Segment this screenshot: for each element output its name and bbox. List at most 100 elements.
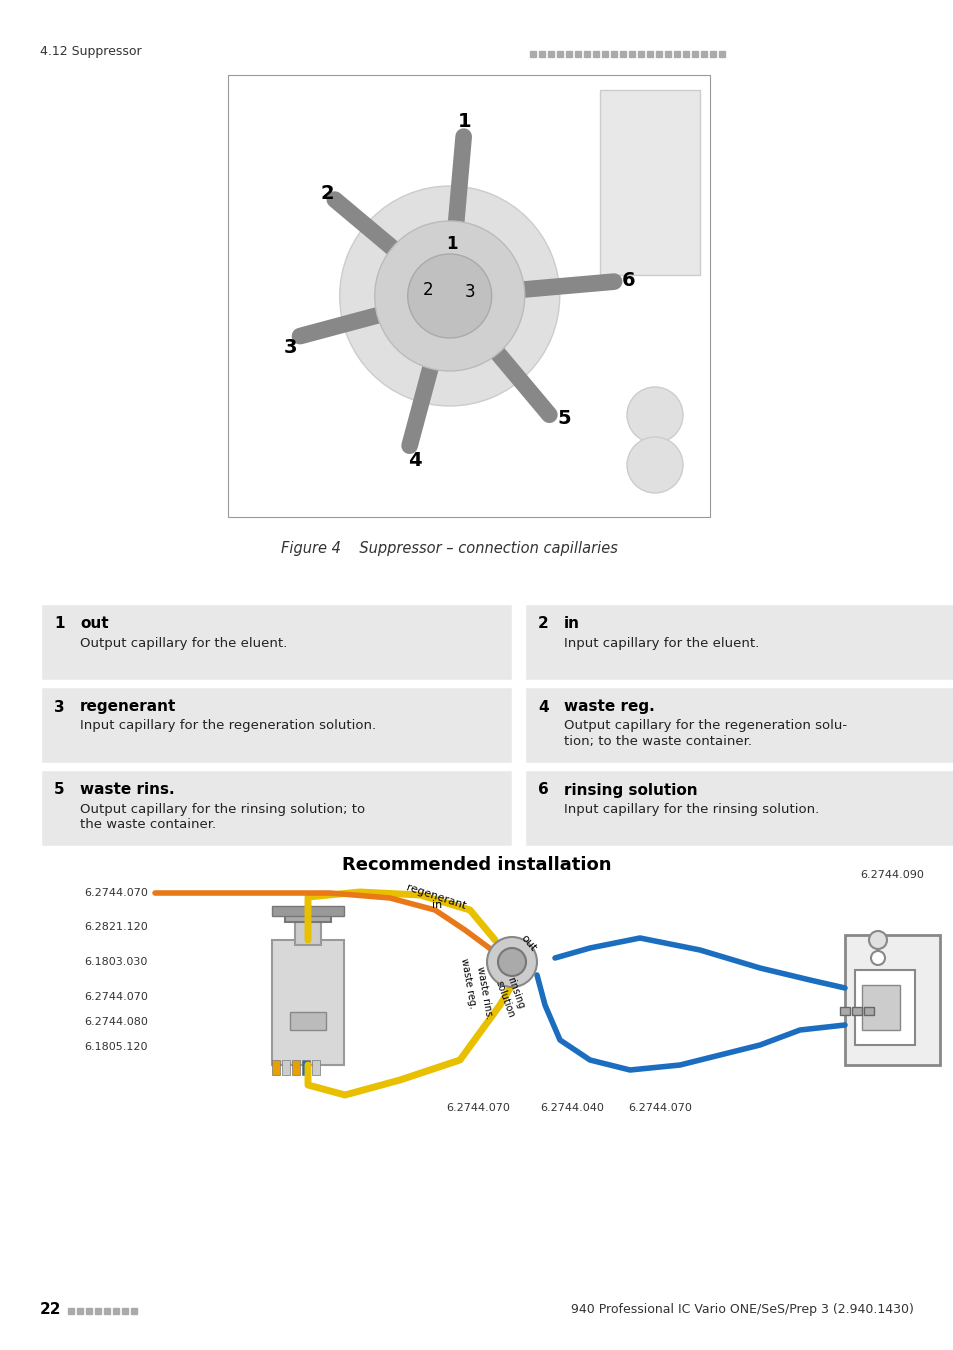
- Text: regenerant: regenerant: [80, 699, 176, 714]
- Bar: [131, 1308, 137, 1314]
- Bar: [272, 906, 344, 917]
- Text: 6.2744.070: 6.2744.070: [627, 1103, 691, 1112]
- Bar: [86, 1308, 91, 1314]
- Bar: [302, 1060, 310, 1075]
- Bar: [583, 51, 589, 57]
- Text: Output capillary for the rinsing solution; to: Output capillary for the rinsing solutio…: [80, 802, 365, 815]
- Text: tion; to the waste container.: tion; to the waste container.: [563, 736, 751, 748]
- Bar: [628, 51, 635, 57]
- Bar: [673, 51, 679, 57]
- Text: 5: 5: [557, 409, 571, 428]
- Text: 6.2744.040: 6.2744.040: [539, 1103, 603, 1112]
- Bar: [719, 51, 724, 57]
- Bar: [95, 1308, 101, 1314]
- Bar: [112, 1308, 119, 1314]
- Bar: [530, 51, 536, 57]
- Bar: [538, 51, 544, 57]
- Text: 2: 2: [422, 281, 433, 298]
- Text: 940 Professional IC Vario ONE/SeS/Prep 3 (2.940.1430): 940 Professional IC Vario ONE/SeS/Prep 3…: [571, 1304, 913, 1316]
- Text: Input capillary for the rinsing solution.: Input capillary for the rinsing solution…: [563, 802, 819, 815]
- Bar: [557, 51, 562, 57]
- Circle shape: [497, 948, 525, 976]
- Bar: [282, 1060, 290, 1075]
- Bar: [40, 603, 513, 680]
- Text: 3: 3: [464, 284, 475, 301]
- Text: waste reg.: waste reg.: [458, 957, 477, 1008]
- Circle shape: [870, 950, 884, 965]
- Text: 4: 4: [408, 451, 421, 470]
- Text: Figure 4    Suppressor – connection capillaries: Figure 4 Suppressor – connection capilla…: [280, 541, 617, 556]
- Text: 1: 1: [54, 617, 65, 632]
- Text: 1: 1: [457, 112, 472, 131]
- Text: 6.2744.070: 6.2744.070: [446, 1103, 510, 1112]
- Bar: [523, 603, 953, 680]
- Bar: [575, 51, 580, 57]
- Bar: [294, 915, 320, 945]
- Text: rinsing solution: rinsing solution: [563, 783, 697, 798]
- Bar: [601, 51, 607, 57]
- Bar: [523, 769, 953, 846]
- Text: Recommended installation: Recommended installation: [342, 856, 611, 873]
- Circle shape: [407, 254, 491, 338]
- Text: 6.2744.080: 6.2744.080: [84, 1017, 148, 1027]
- Text: 6.2821.120: 6.2821.120: [84, 922, 148, 931]
- Bar: [122, 1308, 128, 1314]
- Circle shape: [339, 186, 559, 406]
- Bar: [709, 51, 716, 57]
- Bar: [599, 90, 700, 275]
- Text: waste rins.: waste rins.: [80, 783, 174, 798]
- Text: 6.2744.090: 6.2744.090: [860, 869, 923, 880]
- Bar: [68, 1308, 74, 1314]
- Bar: [228, 76, 709, 517]
- Text: 2: 2: [537, 617, 548, 632]
- Bar: [285, 909, 331, 922]
- Text: 4.12 Suppressor: 4.12 Suppressor: [40, 46, 141, 58]
- Circle shape: [375, 221, 524, 371]
- Bar: [593, 51, 598, 57]
- Text: 3: 3: [283, 339, 296, 358]
- Text: 1: 1: [445, 235, 457, 252]
- Text: the waste container.: the waste container.: [80, 818, 216, 832]
- Bar: [523, 686, 953, 764]
- Text: 6.1805.120: 6.1805.120: [85, 1042, 148, 1052]
- Bar: [312, 1060, 319, 1075]
- Bar: [863, 1007, 873, 1015]
- Circle shape: [626, 387, 682, 443]
- Text: Input capillary for the regeneration solution.: Input capillary for the regeneration sol…: [80, 720, 375, 733]
- Bar: [290, 1012, 326, 1030]
- Text: Input capillary for the eluent.: Input capillary for the eluent.: [563, 636, 759, 649]
- Text: in: in: [563, 617, 579, 632]
- Text: 6.1803.030: 6.1803.030: [85, 957, 148, 967]
- Bar: [700, 51, 706, 57]
- Text: waste reg.: waste reg.: [563, 699, 654, 714]
- Text: regenerant: regenerant: [405, 883, 467, 911]
- Bar: [682, 51, 688, 57]
- Text: 3: 3: [54, 699, 65, 714]
- Bar: [844, 936, 939, 1065]
- Bar: [664, 51, 670, 57]
- Bar: [691, 51, 698, 57]
- Bar: [854, 971, 914, 1045]
- Text: 6: 6: [621, 271, 636, 290]
- Bar: [40, 769, 513, 846]
- Text: 6: 6: [537, 783, 548, 798]
- Text: out: out: [80, 617, 109, 632]
- Text: 5: 5: [54, 783, 65, 798]
- Text: in: in: [432, 900, 442, 910]
- Bar: [272, 940, 344, 1065]
- Bar: [610, 51, 617, 57]
- Text: 22: 22: [40, 1303, 61, 1318]
- Text: out: out: [518, 933, 537, 953]
- Text: waste rins.: waste rins.: [475, 965, 494, 1021]
- Bar: [656, 51, 661, 57]
- Text: Output capillary for the eluent.: Output capillary for the eluent.: [80, 636, 287, 649]
- Bar: [104, 1308, 110, 1314]
- Bar: [547, 51, 554, 57]
- Circle shape: [868, 931, 886, 949]
- Bar: [292, 1060, 299, 1075]
- Text: 6.2744.070: 6.2744.070: [84, 992, 148, 1002]
- Text: Output capillary for the regeneration solu-: Output capillary for the regeneration so…: [563, 720, 846, 733]
- Text: 4: 4: [537, 699, 548, 714]
- Bar: [619, 51, 625, 57]
- Circle shape: [486, 937, 537, 987]
